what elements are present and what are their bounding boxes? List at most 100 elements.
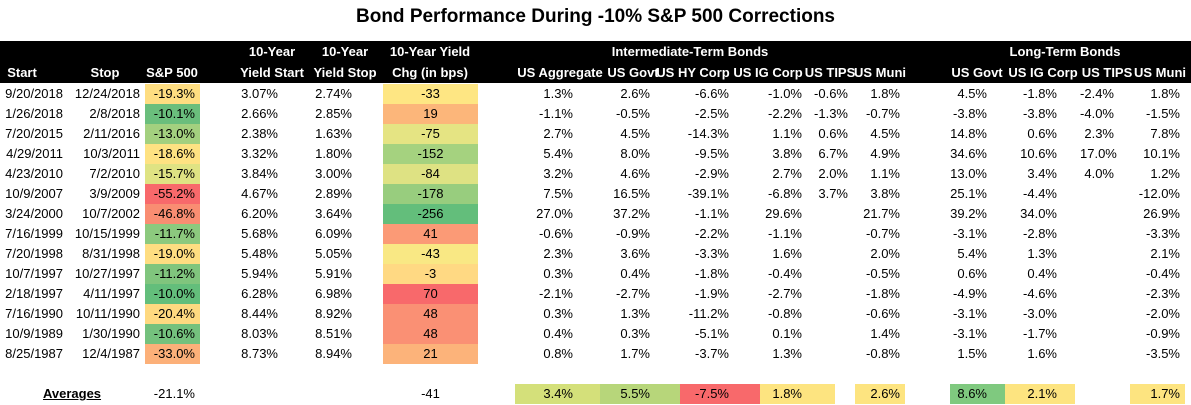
table-cell: 1.1% [772,126,802,141]
column-header: US IG Corp [733,65,803,80]
table-cell: 2.38% [241,126,278,141]
table-cell: 8/31/1998 [82,246,140,261]
table-cell: -13.0% [145,124,200,144]
table-cell: 3/24/2000 [5,206,63,221]
table-cell: 12/4/1987 [82,346,140,361]
table-cell: -1.9% [695,286,729,301]
table-cell: -0.5% [866,266,900,281]
table-cell: 12/24/2018 [74,86,140,101]
table-cell: 17.0% [1080,146,1117,161]
table-cell: -256 [383,204,478,224]
table-cell: 5.94% [241,266,278,281]
table-cell: 2.85% [315,106,352,121]
table-cell: -2.7% [768,286,802,301]
table-cell: -0.7% [866,226,900,241]
table-cell: 21 [383,344,478,364]
table-cell: -4.0% [1080,106,1114,121]
table-cell: 3.8% [772,146,802,161]
table-cell: -33 [383,84,478,104]
table-cell: -2.2% [695,226,729,241]
title: Bond Performance During -10% S&P 500 Cor… [356,6,835,27]
table-cell: 3.84% [241,166,278,181]
table-cell: 3.07% [241,86,278,101]
table-cell: 4.67% [241,186,278,201]
table-cell: -20.4% [145,304,200,324]
table-cell: 6.20% [241,206,278,221]
table-cell: -4.6% [1023,286,1057,301]
averages-cell: -21.1% [153,386,195,401]
table-cell: 2/11/2016 [83,126,140,141]
table-cell: -10.0% [145,284,200,304]
table-cell: -1.1% [768,226,802,241]
table-cell: 6.09% [315,226,352,241]
table-cell: -3.0% [1023,306,1057,321]
table-cell: 5.48% [241,246,278,261]
table-cell: 48 [383,304,478,324]
table-cell: 2.74% [315,86,352,101]
table-cell: -0.6% [539,226,573,241]
column-header: S&P 500 [146,65,198,80]
table-cell: 10/11/1990 [75,306,140,321]
table-cell: 7/16/1990 [5,306,63,321]
table-cell: 8.92% [315,306,352,321]
column-header: Stop [90,65,120,80]
table-cell: -0.8% [866,346,900,361]
table-cell: -152 [383,144,478,164]
table-cell: 7/20/2015 [5,126,63,141]
table-cell: 70 [383,284,478,304]
table-cell: -39.1% [687,186,729,201]
table-cell: -2.0% [1146,306,1180,321]
table-cell: 7/2/2010 [89,166,140,181]
table-cell: 3.00% [315,166,352,181]
table-cell: 0.3% [620,326,650,341]
table-cell: 2.0% [818,166,848,181]
table-cell: -0.6% [866,306,900,321]
table-cell: 37.2% [613,206,650,221]
table-cell: 6.28% [241,286,278,301]
table-cell: -3.5% [1146,346,1180,361]
table-cell: 4.5% [620,126,650,141]
table-cell: 13.0% [950,166,987,181]
table-cell: -1.0% [768,86,802,101]
table-cell: 4/23/2010 [5,166,63,181]
table-cell: -14.3% [687,126,729,141]
table-cell: -2.7% [616,286,650,301]
averages-cell: 3.4% [515,384,600,404]
table-cell: 2.6% [620,86,650,101]
table-cell: 0.1% [772,326,802,341]
table-cell: 1.7% [620,346,650,361]
column-header: US Aggregate [517,65,603,80]
table-cell: 4/11/1997 [83,286,140,301]
table-cell: -2.8% [1023,226,1057,241]
table-cell: 1.3% [620,306,650,321]
table-cell: -2.3% [1146,286,1180,301]
table-cell: 25.1% [950,186,987,201]
table-cell: 10/7/1997 [5,266,63,281]
table-cell: 1.3% [543,86,573,101]
table-cell: -3.1% [953,226,987,241]
table-cell: 1.3% [772,346,802,361]
table-cell: 10/9/2007 [5,186,63,201]
table-cell: 2.89% [315,186,352,201]
table-cell: 7.8% [1150,126,1180,141]
table-cell: 10.1% [1143,146,1180,161]
table-cell: -43 [383,244,478,264]
table-cell: 0.3% [543,266,573,281]
column-header: US IG Corp [1008,65,1078,80]
table-cell: 1.8% [870,86,900,101]
table-cell: 34.6% [950,146,987,161]
table-cell: -84 [383,164,478,184]
table-cell: 8.03% [241,326,278,341]
table-cell: 2.66% [241,106,278,121]
column-header: Chg (in bps) [392,65,468,80]
table-cell: -3.8% [953,106,987,121]
column-header: US HY Corp [656,65,730,80]
table-cell: -1.1% [695,206,729,221]
table-cell: 7/16/1999 [5,226,63,241]
table-cell: -0.4% [1146,266,1180,281]
table-cell: -6.8% [768,186,802,201]
table-cell: -178 [383,184,478,204]
table-cell: 5.91% [315,266,352,281]
table-cell: -3 [383,264,478,284]
table-cell: -19.0% [145,244,200,264]
